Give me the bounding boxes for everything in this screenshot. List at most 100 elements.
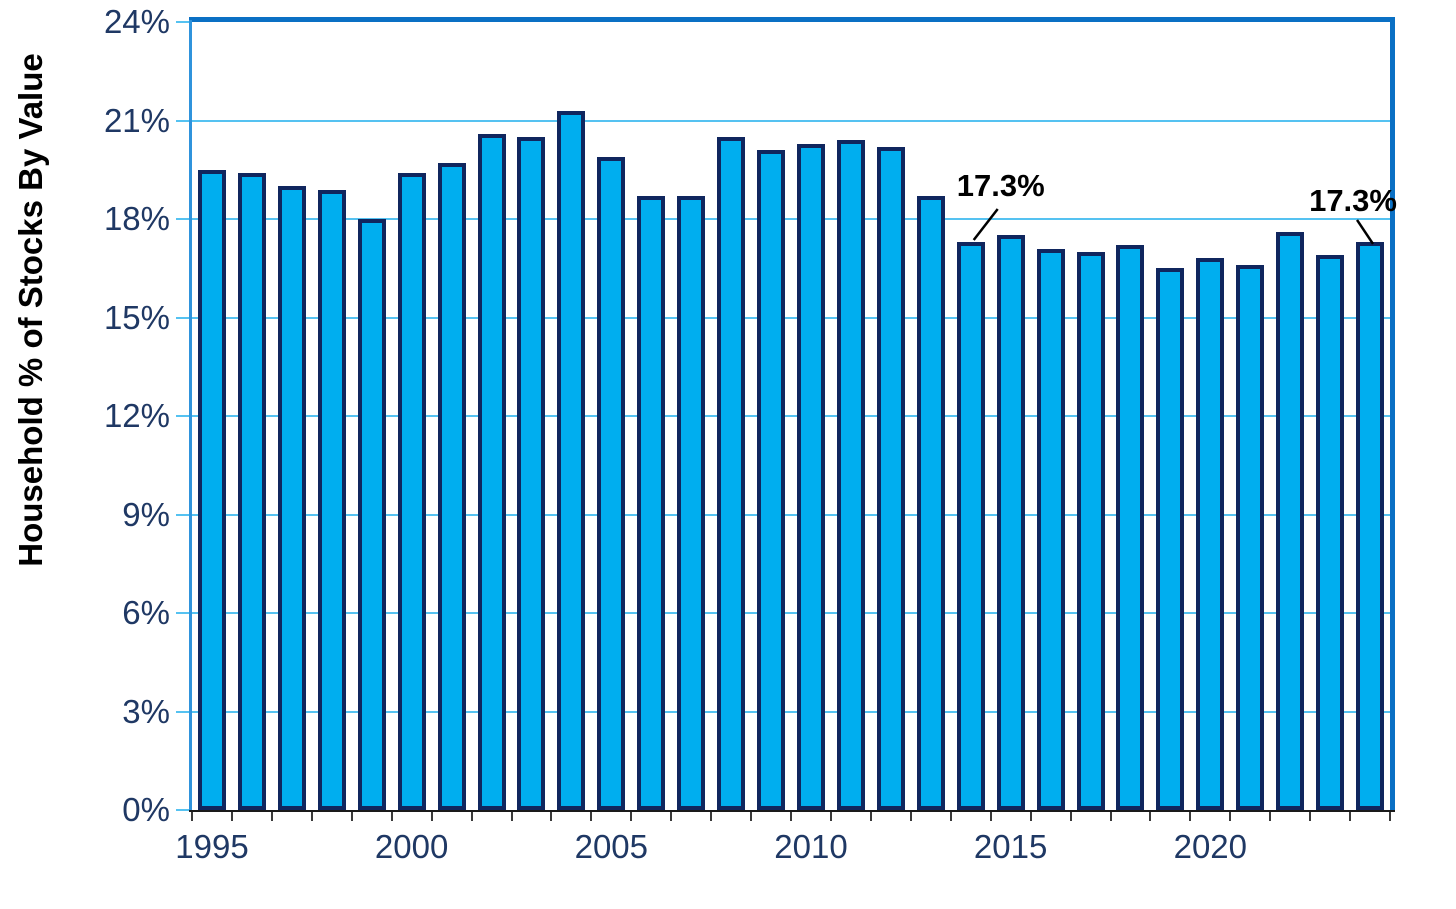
annotation-2024: 17.3% — [1309, 183, 1397, 218]
x-tick-label-2000: 2000 — [374, 828, 449, 865]
y-tick-label-24%: 24% — [103, 3, 170, 40]
y-tick-mark — [176, 316, 192, 319]
x-tick-mark — [1149, 812, 1152, 821]
gridline-6 — [192, 612, 1390, 614]
y-tick-mark — [176, 809, 192, 811]
x-tick-mark — [670, 812, 673, 821]
x-tick-mark — [1269, 812, 1272, 821]
x-tick-mark — [590, 812, 593, 821]
bar-2002 — [477, 133, 506, 810]
x-tick-mark — [710, 812, 713, 821]
x-tick-mark — [1389, 812, 1391, 821]
y-tick-label-21%: 21% — [103, 101, 170, 139]
bar-2019 — [1156, 268, 1185, 810]
annotation-2014: 17.3% — [956, 168, 1045, 203]
gridline-9 — [192, 513, 1390, 516]
bar-2015 — [996, 235, 1025, 810]
y-tick-label-18%: 18% — [103, 200, 170, 237]
x-tick-mark — [1069, 812, 1072, 821]
y-tick-mark — [176, 612, 192, 614]
y-tick-mark — [176, 415, 192, 417]
x-tick-mark — [949, 812, 952, 821]
x-tick-mark — [989, 812, 992, 821]
x-tick-mark — [510, 812, 513, 821]
y-tick-label-9%: 9% — [122, 495, 170, 533]
x-tick-label-2015: 2015 — [973, 828, 1048, 865]
y-tick-mark — [176, 710, 192, 713]
x-tick-mark — [350, 812, 353, 821]
bar-2013 — [916, 196, 945, 810]
x-tick-label-2020: 2020 — [1173, 828, 1248, 865]
x-tick-mark — [270, 812, 273, 821]
x-tick-mark — [1349, 812, 1352, 821]
bar-2016 — [1036, 248, 1065, 810]
bar-2017 — [1076, 251, 1105, 810]
x-tick-mark — [750, 812, 753, 821]
bar-2003 — [517, 136, 546, 810]
bar-2020 — [1196, 258, 1225, 810]
x-tick-mark — [310, 812, 313, 821]
frame-right — [1390, 17, 1395, 812]
y-tick-mark — [176, 119, 192, 122]
x-tick-mark — [1109, 812, 1112, 821]
bar-2011 — [836, 140, 865, 810]
x-tick-mark — [829, 812, 832, 821]
gridline-3 — [192, 710, 1390, 713]
bar-2000 — [397, 173, 426, 810]
y-tick-label-12%: 12% — [103, 397, 170, 434]
x-tick-mark — [1029, 812, 1032, 821]
bar-2005 — [597, 156, 626, 810]
y-tick-label-0%: 0% — [122, 791, 170, 828]
x-tick-mark — [191, 812, 193, 821]
frame-top — [189, 17, 1395, 22]
bar-1996 — [237, 173, 266, 810]
gridline-18 — [192, 218, 1390, 220]
bar-2008 — [717, 136, 746, 810]
bar-2009 — [757, 150, 785, 810]
bar-1998 — [317, 189, 346, 810]
bar-2023 — [1316, 255, 1345, 810]
bar-2012 — [876, 146, 905, 810]
bar-2007 — [677, 196, 706, 810]
bar-1999 — [357, 219, 386, 810]
x-tick-mark — [630, 812, 633, 821]
y-tick-label-3%: 3% — [122, 692, 170, 730]
bar-2006 — [637, 196, 666, 810]
y-tick-label-15%: 15% — [103, 298, 170, 336]
x-tick-mark — [230, 812, 233, 821]
x-tick-mark — [390, 812, 393, 821]
x-tick-mark — [869, 812, 872, 821]
gridline-21 — [192, 119, 1390, 122]
x-tick-mark — [909, 812, 912, 821]
bar-2004 — [557, 110, 586, 810]
y-tick-label-6%: 6% — [122, 594, 170, 631]
x-tick-mark — [1189, 812, 1192, 821]
y-tick-mark — [176, 218, 192, 220]
y-tick-mark — [176, 513, 192, 516]
bar-2018 — [1116, 245, 1145, 810]
x-axis-line — [189, 810, 1395, 812]
bar-2024 — [1356, 242, 1384, 810]
bar-2021 — [1236, 265, 1265, 810]
x-tick-mark — [550, 812, 553, 821]
bar-2010 — [797, 143, 825, 810]
x-tick-mark — [1309, 812, 1312, 821]
y-axis-line — [189, 20, 192, 810]
x-tick-label-2005: 2005 — [574, 828, 649, 865]
gridline-12 — [192, 415, 1390, 417]
x-tick-label-2010: 2010 — [774, 828, 848, 865]
bar-1995 — [198, 169, 226, 810]
x-tick-mark — [470, 812, 473, 821]
bar-2022 — [1276, 232, 1305, 810]
x-tick-mark — [430, 812, 433, 821]
x-tick-mark — [1229, 812, 1232, 821]
y-tick-mark — [176, 21, 192, 23]
gridline-15 — [192, 316, 1390, 319]
x-tick-label-1995: 1995 — [175, 828, 249, 865]
bar-2001 — [437, 163, 466, 810]
bar-2014 — [956, 242, 985, 810]
bar-1997 — [277, 186, 306, 810]
plot-area — [192, 22, 1390, 810]
x-tick-mark — [790, 812, 792, 821]
